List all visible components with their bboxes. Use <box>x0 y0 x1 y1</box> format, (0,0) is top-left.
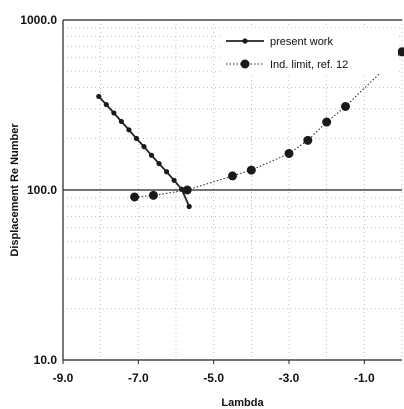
y-axis-label: Displacement Re Number <box>9 123 21 257</box>
data-point-series-0 <box>141 144 147 150</box>
data-point-series-1 <box>303 135 313 145</box>
data-point-series-1 <box>246 165 256 175</box>
legend-label-1: Ind. limit, ref. 12 <box>270 59 348 71</box>
x-tick-labels: -9.0 -7.0 -5.0 -3.0 -1.0 <box>53 371 375 385</box>
data-point-series-1 <box>397 47 404 57</box>
legend-box <box>220 28 398 74</box>
x-tick-label: -3.0 <box>279 371 300 385</box>
data-point-series-0 <box>133 135 140 142</box>
data-point-series-0 <box>148 152 155 158</box>
series-line-1 <box>134 51 403 198</box>
data-point-series-0 <box>118 118 124 125</box>
legend-marker-1 <box>240 59 250 69</box>
series-points <box>96 47 404 210</box>
data-point-series-1 <box>130 192 140 202</box>
legend: present work Ind. limit, ref. 12 <box>220 28 398 74</box>
data-point-series-0 <box>96 93 102 100</box>
data-point-series-1 <box>228 171 237 181</box>
axes <box>62 19 402 364</box>
data-point-series-0 <box>186 203 192 210</box>
y-tick-labels: 10.0 100.0 1000.0 <box>20 13 57 367</box>
legend-marker-0 <box>242 38 248 44</box>
y-tick-label: 1000.0 <box>20 13 57 27</box>
data-point-series-1 <box>322 117 332 127</box>
data-point-series-0 <box>163 169 170 175</box>
data-point-series-0 <box>171 177 177 183</box>
data-point-series-0 <box>111 110 117 116</box>
x-tick-label: -9.0 <box>53 371 74 385</box>
x-tick-label: -7.0 <box>128 371 149 385</box>
x-tick-label: -1.0 <box>354 371 375 385</box>
data-point-series-0 <box>156 160 162 167</box>
data-point-series-1 <box>341 101 350 111</box>
data-point-series-1 <box>182 185 192 195</box>
x-tick-label: -5.0 <box>203 371 224 385</box>
y-tick-label: 100.0 <box>27 183 57 197</box>
data-point-series-1 <box>148 190 158 200</box>
series-lines <box>98 51 403 207</box>
data-point-series-1 <box>284 148 294 158</box>
legend-label-0: present work <box>270 36 333 48</box>
data-point-series-0 <box>126 127 132 133</box>
y-tick-label: 10.0 <box>34 353 58 367</box>
x-axis-label: Lambda <box>221 397 264 409</box>
data-point-series-0 <box>103 101 109 108</box>
